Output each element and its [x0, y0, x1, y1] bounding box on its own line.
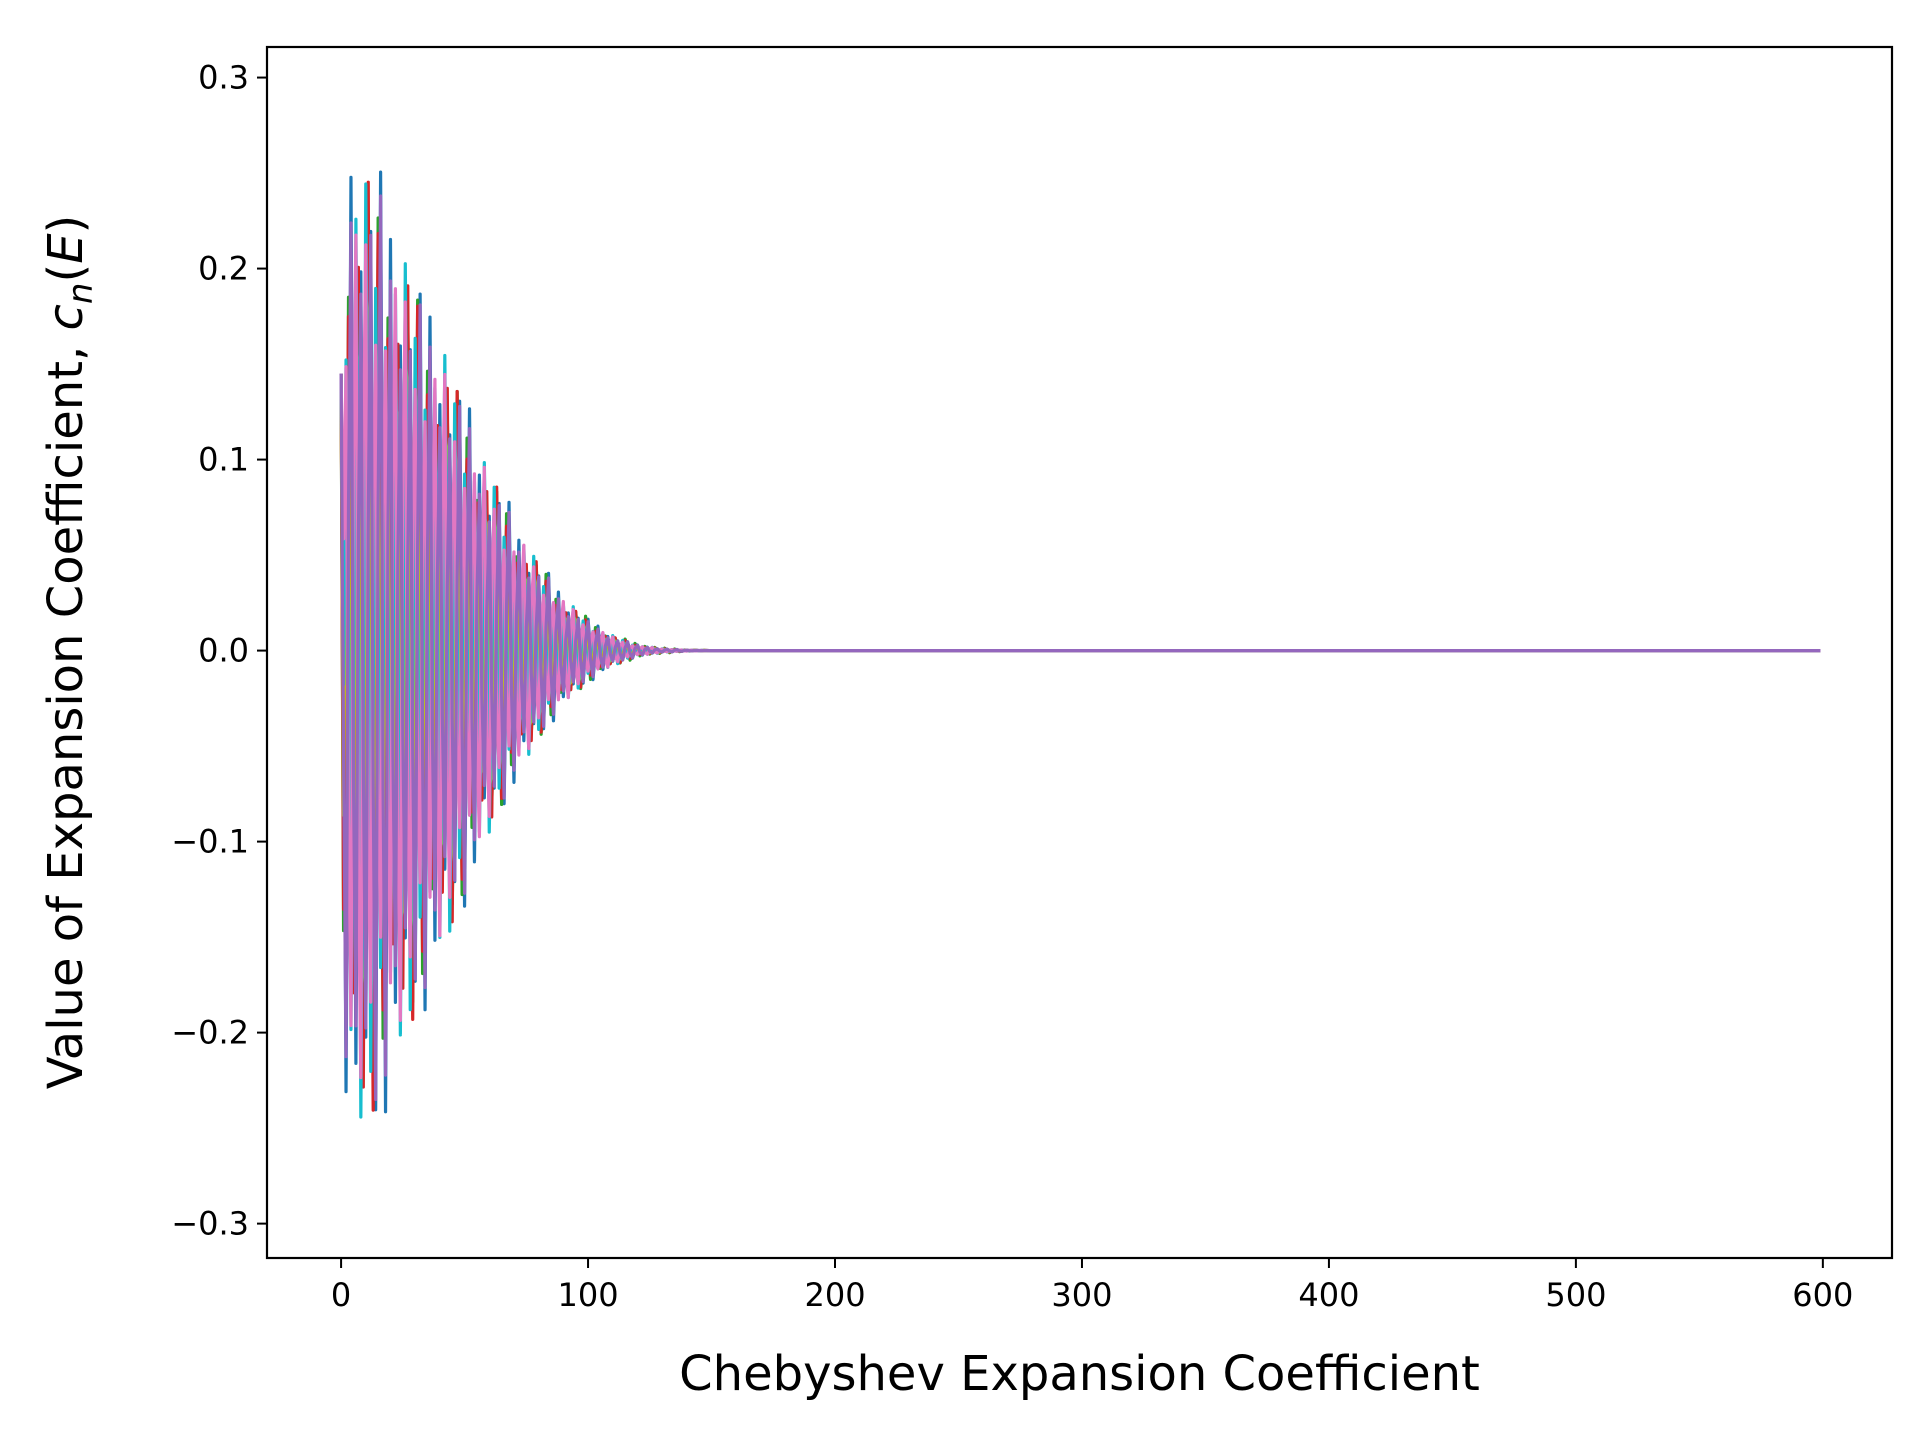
- x-tick-label: 100: [558, 1276, 619, 1314]
- y-tick-label: 0.2: [198, 250, 249, 288]
- y-axis-title-argument: E: [38, 233, 94, 264]
- x-tick-label: 0: [331, 1276, 351, 1314]
- x-axis-title: Chebyshev Expansion Coefficient: [679, 1346, 1480, 1402]
- y-axis-title-open-paren: (: [38, 264, 94, 283]
- x-tick-label: 300: [1051, 1276, 1112, 1314]
- y-axis: −0.3 −0.2 −0.1 0.0 0.1 0.2 0.3: [171, 59, 267, 1243]
- x-axis: 0 100 200 300 400 500 600: [331, 1258, 1853, 1314]
- x-tick-label: 600: [1792, 1276, 1853, 1314]
- series-line: [339, 194, 1821, 1102]
- y-axis-title: Value of Expansion Coefficient, cn(E): [38, 215, 101, 1090]
- x-tick-label: 200: [804, 1276, 865, 1314]
- y-tick-label: −0.1: [171, 823, 249, 861]
- x-tick-label: 500: [1545, 1276, 1606, 1314]
- plot-frame: [265, 45, 1894, 1260]
- series-layer: [339, 170, 1821, 1119]
- y-tick-label: 0.3: [198, 59, 249, 97]
- y-axis-title-symbol: c: [38, 304, 94, 330]
- y-axis-title-close-paren: ): [38, 215, 94, 234]
- x-tick-label: 400: [1298, 1276, 1359, 1314]
- y-axis-title-prefix: Value of Expansion Coefficient,: [38, 330, 94, 1089]
- y-axis-title-subscript: n: [61, 282, 101, 304]
- y-tick-label: 0.0: [198, 632, 249, 670]
- y-tick-label: −0.3: [171, 1205, 249, 1243]
- y-tick-label: −0.2: [171, 1014, 249, 1052]
- y-tick-label: 0.1: [198, 441, 249, 479]
